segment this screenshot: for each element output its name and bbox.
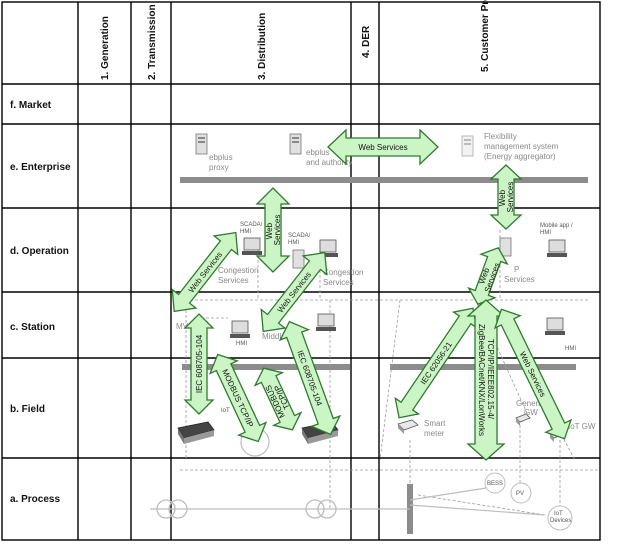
pv-label: PV [516, 491, 524, 497]
mobile-l1: Mobile app / [540, 223, 573, 229]
congestion-1-label: Congestion Services [218, 266, 261, 285]
column-header-transmission: 2. Transmission [147, 4, 158, 80]
column-header-customer-premises-text: 5. Customer Premises [480, 0, 491, 72]
ebplus-proxy-l1: ebplus [209, 153, 233, 162]
gateway-icon [515, 413, 531, 426]
ws-dist-v-l1: Web [265, 222, 274, 239]
ebplus-authority-label: ebplus and authority [306, 148, 352, 167]
cong2-l2: Services [323, 278, 354, 287]
iot-devices-label: IoT Devices [550, 511, 571, 524]
svg-text:TCP/IP/IEEE802.15-4/ Zig: TCP/IP/IEEE802.15-4/ ZigBee/BACnet/KNX/L… [477, 324, 495, 436]
row-label-operation: d. Operation [10, 246, 69, 257]
computer-icon [242, 237, 262, 255]
svg-text:Web Services: Web Services [498, 182, 515, 213]
server-icon [195, 133, 208, 155]
ebplus-authority-l1: ebplus [306, 148, 330, 157]
meter-icon [397, 419, 419, 434]
row-label-field: b. Field [10, 404, 45, 415]
gw-l1: General [516, 399, 545, 408]
computer-icon [318, 239, 338, 257]
meter-l2: meter [424, 429, 445, 438]
psvc-l2: Services [504, 275, 535, 284]
flex-l3: (Energy aggregator) [484, 152, 556, 161]
column-header-customer-premises: 5. Customer Premises [480, 0, 491, 72]
ebplus-proxy-label: ebplus proxy [209, 153, 235, 172]
scada1-l1: SCADA/ [240, 222, 263, 228]
flexibility-system-label: Flexibility management system (Energy ag… [484, 132, 561, 161]
cong1-l2: Services [218, 276, 249, 285]
ebplus-authority-l2: and authority [306, 158, 352, 167]
ws-dist-v-l2: Services [273, 215, 282, 246]
row-label-process: a. Process [10, 494, 60, 505]
scada2-l1: SCADA/ [288, 233, 311, 239]
smart-meter-label: Smart meter [424, 419, 448, 438]
lv-l2: Middle [262, 332, 286, 341]
tcp-l1: TCP/IP/IEEE802.15-4/ [486, 339, 495, 420]
tcp-l2: ZigBee/BACnet/KNX/LonWorks [477, 324, 486, 436]
modbus-arrow: MODBUS TCP/IP [208, 353, 268, 443]
transformer-icon [156, 499, 188, 519]
iec-62056-label: IEC 62056-21 [419, 340, 454, 386]
column-header-der: 4. DER [361, 25, 372, 58]
iot-devices-label-l1: IoT [554, 511, 563, 517]
iot-field-label: IoT [221, 408, 230, 414]
iot-devices-label-l2: Devices [550, 518, 571, 524]
svg-text:Web Services: Web Services [265, 215, 282, 246]
cong2-l1: Congestion [323, 268, 363, 277]
cong1-l1: Congestion [218, 266, 258, 275]
bess-node: BESS [484, 472, 506, 494]
bess-label: BESS [487, 481, 503, 487]
ws-cust-v-l1: Web [498, 189, 507, 206]
iot-gw-label: IoT GW [568, 422, 596, 431]
psvc-l1: P [514, 265, 519, 274]
hmi-station-label: HMI [236, 341, 247, 347]
hmi-customer-label: HMI [565, 346, 576, 352]
iec-62056-arrow: IEC 62056-21 [394, 307, 478, 419]
server-icon [461, 135, 474, 157]
server-icon [292, 249, 305, 269]
computer-icon [545, 317, 565, 335]
scada2-l2: HMI [288, 240, 299, 246]
flex-l2: management system [484, 142, 559, 151]
meter-l1: Smart [424, 419, 446, 428]
general-gw-label: General GW [516, 399, 547, 417]
ws-cust-v-l2: Services [506, 182, 515, 213]
web-services-distribution-vertical-arrow: Web Services [255, 187, 291, 273]
scada-hmi-2-label: SCADA/ HMI [288, 233, 312, 246]
computer-icon [230, 320, 250, 338]
process-line [150, 484, 546, 516]
row-label-station: c. Station [10, 322, 55, 333]
scada1-l2: HMI [240, 229, 251, 235]
flex-l1: Flexibility [484, 132, 517, 141]
computer-icon [316, 313, 336, 331]
mv-station-label: MV [176, 322, 189, 331]
server-icon [289, 133, 302, 155]
row-label-market: f. Market [10, 100, 52, 111]
web-services-enterprise-label: Web Services [358, 143, 407, 152]
gw-l2: GW [524, 408, 538, 417]
pv-node: PV [510, 482, 532, 504]
computer-icon [547, 239, 567, 257]
iec-104-left-arrow: IEC 608705-104 [183, 313, 215, 415]
mobile-app-label: Mobile app / HMI [540, 223, 574, 236]
column-header-distribution: 3. Distribution [257, 13, 268, 80]
row-label-enterprise: e. Enterprise [10, 162, 71, 173]
web-services-customer-vertical-arrow: Web Services [489, 164, 523, 230]
web-services-enterprise-arrow: Web Services [327, 128, 439, 166]
mobile-l2: HMI [540, 230, 551, 236]
switch-icon [177, 421, 215, 444]
iot-devices-node: IoT Devices [547, 505, 573, 531]
scada-hmi-1-label: SCADA/ HMI [240, 222, 264, 235]
web-services-customer-field-arrow: Web Services [493, 308, 573, 440]
iec-104-left-label: IEC 608705-104 [195, 334, 204, 393]
p-services-label: P Services [504, 265, 535, 284]
transformer-icon [305, 499, 337, 519]
ebplus-proxy-l2: proxy [209, 163, 229, 172]
congestion-2-label: Congestion Services [323, 268, 366, 287]
column-header-generation: 1. Generation [100, 16, 111, 80]
server-icon [499, 237, 512, 257]
